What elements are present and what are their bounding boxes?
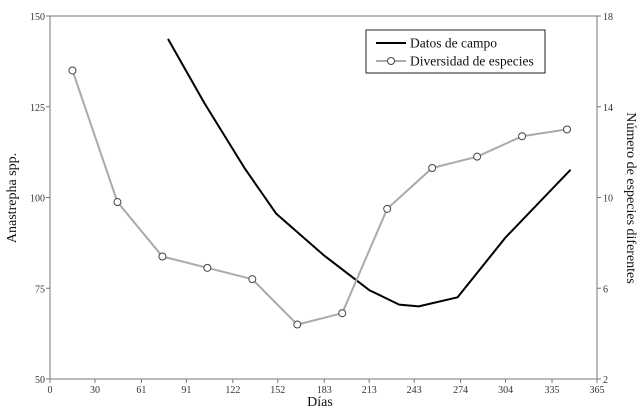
right-y-tick-label: 6 (603, 284, 608, 295)
left-y-tick-label: 100 (30, 194, 45, 205)
x-tick-label: 61 (136, 385, 146, 396)
x-tick-label: 152 (270, 385, 285, 396)
data-point-diversidad-de-especies (248, 275, 257, 284)
data-point-diversidad-de-especies (338, 309, 347, 318)
data-point-diversidad-de-especies (473, 152, 482, 161)
left-y-tick-label: 125 (30, 103, 45, 114)
right-y-axis-ticks: 2 6 10 14 18 (597, 12, 613, 386)
x-tick-label: 30 (90, 385, 100, 396)
data-point-diversidad-de-especies (518, 132, 527, 141)
legend-label-diversidad-de-especies: Diversidad de especies (410, 54, 534, 69)
data-point-diversidad-de-especies (428, 164, 437, 173)
right-y-tick-label: 18 (603, 12, 613, 23)
left-y-tick-label: 150 (30, 12, 45, 23)
right-y-tick-label: 10 (603, 194, 613, 205)
x-tick-label: 304 (498, 385, 513, 396)
right-y-tick-label: 2 (603, 375, 608, 386)
data-point-diversidad-de-especies (203, 263, 212, 272)
right-y-tick-label: 14 (603, 103, 613, 114)
legend-label-datos-de-campo: Datos de campo (410, 36, 497, 51)
x-axis-ticks: 0 30 61 91 122 152 183 213 243 274 304 335 365 (48, 379, 605, 396)
left-y-tick-label: 75 (35, 284, 45, 295)
legend-marker-diversidad-de-especies (387, 57, 395, 65)
x-tick-label: 243 (407, 385, 422, 396)
x-tick-label: 335 (545, 385, 560, 396)
data-point-diversidad-de-especies (68, 66, 77, 75)
series-line-datos-de-campo (167, 38, 571, 308)
x-tick-label: 91 (181, 385, 191, 396)
right-y-axis-label: Número de especies diferentes (623, 112, 638, 283)
x-tick-label: 183 (317, 385, 332, 396)
left-y-axis-label: Anastrepha spp. (5, 153, 20, 243)
series-layer (68, 38, 572, 329)
data-point-diversidad-de-especies (113, 198, 122, 207)
legend-box (365, 29, 546, 74)
series-line-diversidad-de-especies (71, 69, 568, 326)
x-tick-label: 122 (225, 385, 240, 396)
x-tick-label: 213 (362, 385, 377, 396)
data-point-diversidad-de-especies (293, 320, 302, 329)
left-y-tick-label: 50 (35, 375, 45, 386)
x-tick-label: 365 (590, 385, 605, 396)
x-tick-label: 274 (453, 385, 468, 396)
legend: Datos de campo Diversidad de especies (365, 29, 546, 74)
x-axis-label: Días (307, 395, 333, 410)
data-point-diversidad-de-especies (158, 252, 167, 261)
x-tick-label: 0 (48, 385, 53, 396)
data-point-diversidad-de-especies (563, 125, 572, 134)
left-y-axis-ticks: 50 75 100 125 150 (30, 12, 50, 386)
data-point-diversidad-de-especies (383, 204, 392, 213)
